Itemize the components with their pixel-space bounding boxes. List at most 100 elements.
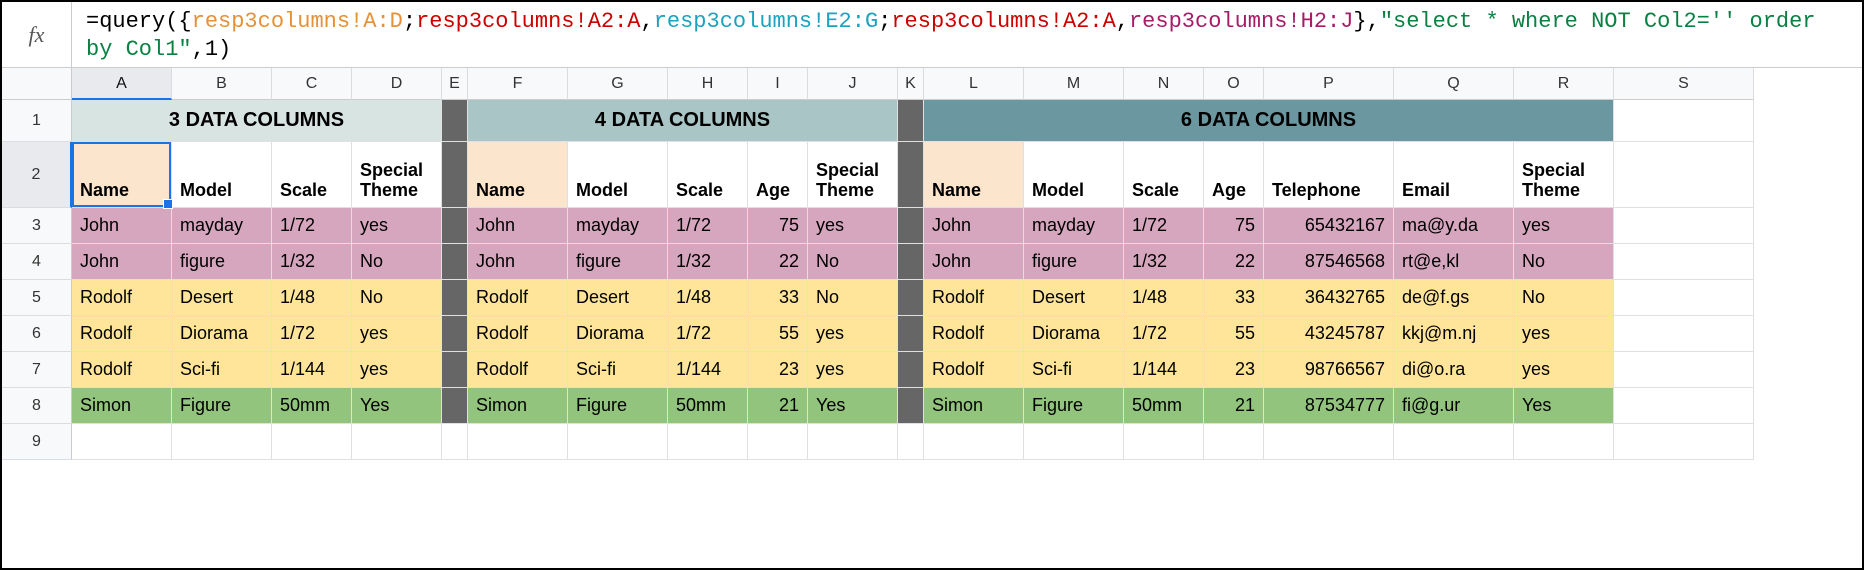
cell[interactable] xyxy=(1614,280,1754,316)
section-header-4col[interactable]: 4 DATA COLUMNS xyxy=(468,100,898,142)
cell-scale[interactable]: 1/32 xyxy=(1124,244,1204,280)
cell-name[interactable]: Rodolf xyxy=(72,280,172,316)
row-header-1[interactable]: 1 xyxy=(2,100,72,142)
column-header-P[interactable]: P xyxy=(1264,68,1394,100)
cell-age[interactable]: 75 xyxy=(1204,208,1264,244)
cell[interactable] xyxy=(442,424,468,460)
separator[interactable] xyxy=(898,316,924,352)
cell-scale[interactable]: 1/72 xyxy=(1124,208,1204,244)
separator[interactable] xyxy=(898,388,924,424)
cell-special[interactable]: Yes xyxy=(1514,388,1614,424)
cell-special[interactable]: No xyxy=(1514,244,1614,280)
header-age[interactable]: Age xyxy=(748,142,808,208)
cell-age[interactable]: 33 xyxy=(1204,280,1264,316)
cell-model[interactable]: figure xyxy=(172,244,272,280)
fx-icon[interactable]: fx xyxy=(2,2,72,67)
row-header-9[interactable]: 9 xyxy=(2,424,72,460)
cell[interactable] xyxy=(568,424,668,460)
cell-model[interactable]: figure xyxy=(1024,244,1124,280)
cell-telephone[interactable]: 87534777 xyxy=(1264,388,1394,424)
cell[interactable] xyxy=(898,424,924,460)
column-header-O[interactable]: O xyxy=(1204,68,1264,100)
row-header-5[interactable]: 5 xyxy=(2,280,72,316)
cell[interactable] xyxy=(668,424,748,460)
cell[interactable] xyxy=(1614,352,1754,388)
cell-age[interactable]: 21 xyxy=(748,388,808,424)
header-model[interactable]: Model xyxy=(568,142,668,208)
cell-model[interactable]: Figure xyxy=(1024,388,1124,424)
cell-model[interactable]: Figure xyxy=(172,388,272,424)
column-header-D[interactable]: D xyxy=(352,68,442,100)
column-header-I[interactable]: I xyxy=(748,68,808,100)
header-scale[interactable]: Scale xyxy=(668,142,748,208)
cell-scale[interactable]: 1/72 xyxy=(668,316,748,352)
column-header-A[interactable]: A xyxy=(72,68,172,100)
separator[interactable] xyxy=(898,280,924,316)
header-email[interactable]: Email xyxy=(1394,142,1514,208)
row-header-8[interactable]: 8 xyxy=(2,388,72,424)
header-special[interactable]: Special Theme xyxy=(808,142,898,208)
cell-special[interactable]: yes xyxy=(808,208,898,244)
column-header-G[interactable]: G xyxy=(568,68,668,100)
cell-name[interactable]: John xyxy=(924,208,1024,244)
cell-model[interactable]: Sci-fi xyxy=(568,352,668,388)
column-header-H[interactable]: H xyxy=(668,68,748,100)
cell-age[interactable]: 55 xyxy=(1204,316,1264,352)
cell-scale[interactable]: 1/72 xyxy=(272,316,352,352)
cell-name[interactable]: Rodolf xyxy=(468,352,568,388)
cell-name[interactable]: Rodolf xyxy=(468,316,568,352)
separator[interactable] xyxy=(898,244,924,280)
separator[interactable] xyxy=(442,388,468,424)
cell-name[interactable]: John xyxy=(468,208,568,244)
cell-name[interactable]: John xyxy=(72,208,172,244)
cell-model[interactable]: mayday xyxy=(568,208,668,244)
cell[interactable] xyxy=(172,424,272,460)
separator[interactable] xyxy=(898,142,924,208)
column-header-K[interactable]: K xyxy=(898,68,924,100)
cell-age[interactable]: 23 xyxy=(748,352,808,388)
cell-name[interactable]: John xyxy=(468,244,568,280)
cell-email[interactable]: rt@e,kl xyxy=(1394,244,1514,280)
cell-name[interactable]: John xyxy=(924,244,1024,280)
cell[interactable] xyxy=(748,424,808,460)
cell-email[interactable]: de@f.gs xyxy=(1394,280,1514,316)
cell-scale[interactable]: 50mm xyxy=(668,388,748,424)
cell-telephone[interactable]: 43245787 xyxy=(1264,316,1394,352)
cell-scale[interactable]: 1/48 xyxy=(1124,280,1204,316)
cell-name[interactable]: Rodolf xyxy=(924,280,1024,316)
cell[interactable] xyxy=(1514,424,1614,460)
cell[interactable] xyxy=(352,424,442,460)
cell[interactable] xyxy=(1614,142,1754,208)
column-header-J[interactable]: J xyxy=(808,68,898,100)
separator[interactable] xyxy=(442,142,468,208)
cell[interactable] xyxy=(468,424,568,460)
cell-scale[interactable]: 1/72 xyxy=(668,208,748,244)
cell[interactable] xyxy=(808,424,898,460)
cell[interactable] xyxy=(272,424,352,460)
cell-email[interactable]: ma@y.da xyxy=(1394,208,1514,244)
header-special[interactable]: Special Theme xyxy=(1514,142,1614,208)
cell[interactable] xyxy=(1024,424,1124,460)
cell-model[interactable]: Figure xyxy=(568,388,668,424)
cell-model[interactable]: Diorama xyxy=(172,316,272,352)
column-header-C[interactable]: C xyxy=(272,68,352,100)
grid-body[interactable]: 3 DATA COLUMNS4 DATA COLUMNS6 DATA COLUM… xyxy=(72,100,1862,460)
cell-special[interactable]: No xyxy=(352,280,442,316)
cell-name[interactable]: Simon xyxy=(468,388,568,424)
cell-scale[interactable]: 1/48 xyxy=(272,280,352,316)
cell[interactable] xyxy=(1124,424,1204,460)
cell-model[interactable]: Sci-fi xyxy=(172,352,272,388)
separator[interactable] xyxy=(442,100,468,142)
cell-model[interactable]: Diorama xyxy=(1024,316,1124,352)
separator[interactable] xyxy=(442,352,468,388)
cell-special[interactable]: yes xyxy=(352,352,442,388)
cell-model[interactable]: figure xyxy=(568,244,668,280)
cell-email[interactable]: kkj@m.nj xyxy=(1394,316,1514,352)
cell-special[interactable]: No xyxy=(352,244,442,280)
column-header-R[interactable]: R xyxy=(1514,68,1614,100)
cell[interactable] xyxy=(1614,388,1754,424)
column-header-L[interactable]: L xyxy=(924,68,1024,100)
cell-age[interactable]: 23 xyxy=(1204,352,1264,388)
cell[interactable] xyxy=(1614,316,1754,352)
header-model[interactable]: Model xyxy=(1024,142,1124,208)
